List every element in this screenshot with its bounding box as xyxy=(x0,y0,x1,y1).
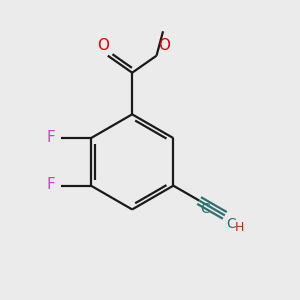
Text: C: C xyxy=(226,217,236,231)
Text: O: O xyxy=(97,38,109,53)
Text: F: F xyxy=(46,177,55,192)
Text: O: O xyxy=(158,38,170,53)
Text: H: H xyxy=(235,221,244,234)
Text: F: F xyxy=(46,130,55,145)
Text: C: C xyxy=(201,202,210,216)
